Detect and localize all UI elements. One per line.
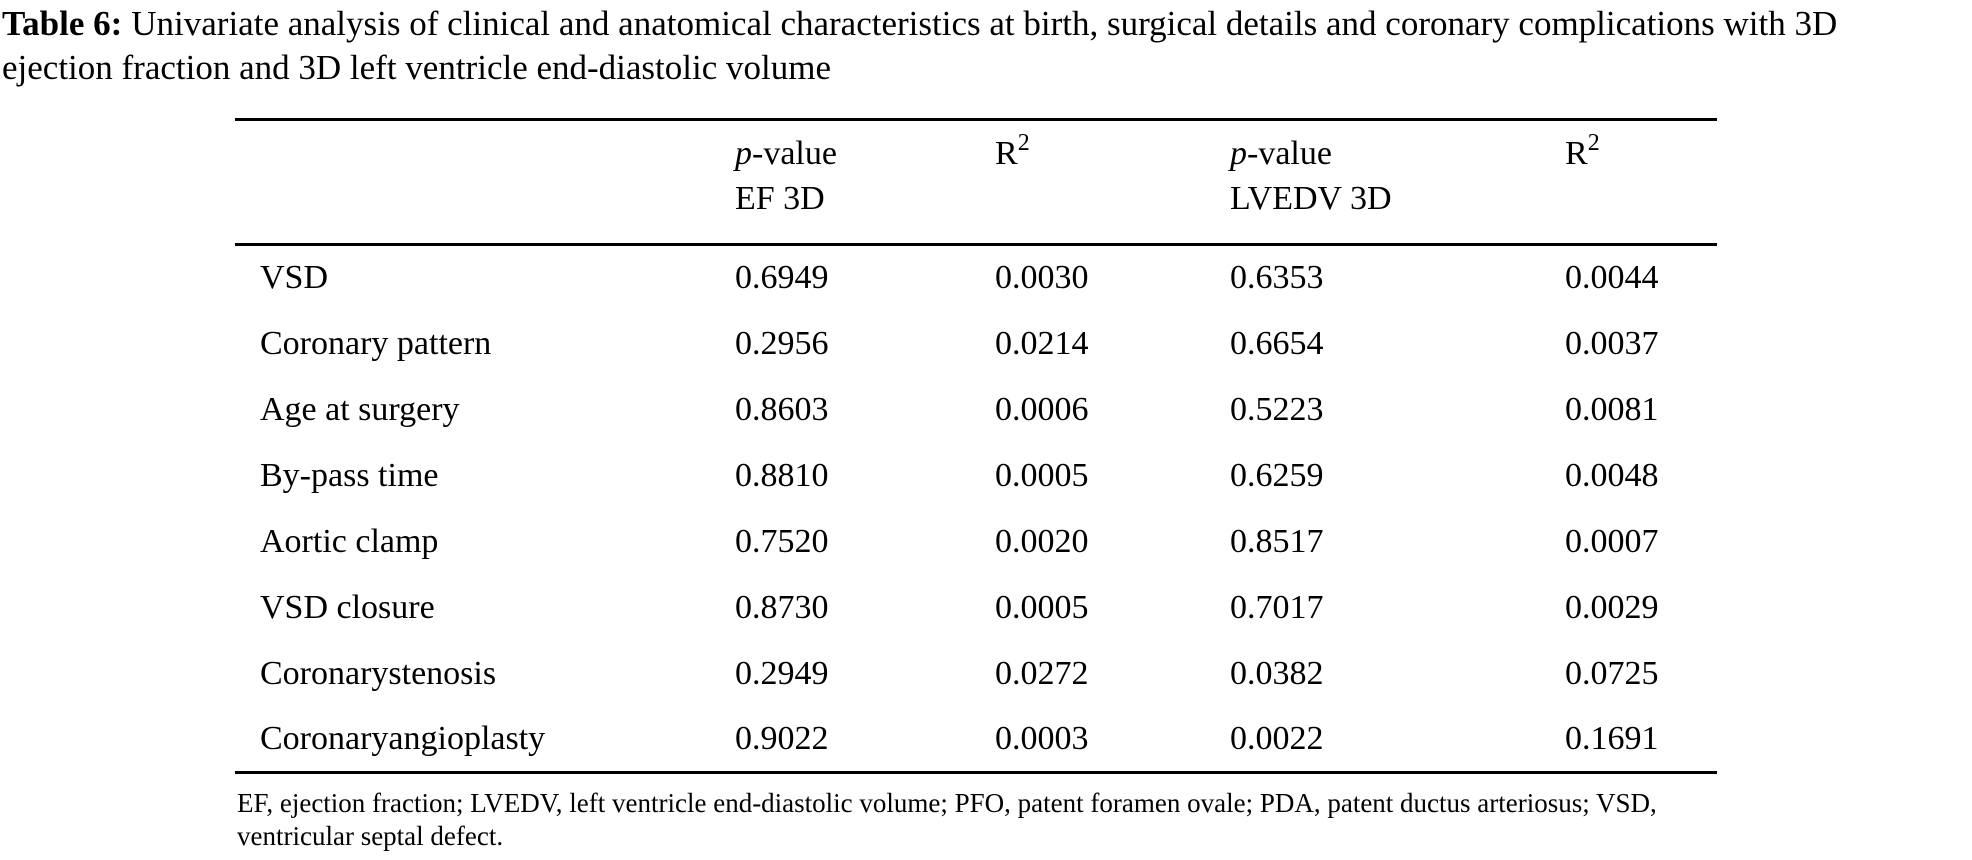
value-cell: 0.6654: [1230, 324, 1324, 362]
header-r2-ef3d: R2: [995, 119, 1230, 246]
header-pvalue-lvedv3d: p-value LVEDV 3D: [1230, 119, 1565, 246]
table-row: VSD 0.6949 0.0030 0.6353 0.0044: [235, 245, 1717, 311]
value-cell: 0.0037: [1565, 324, 1659, 362]
value-cell: 0.0003: [995, 719, 1089, 757]
table-row: Coronarystenosis 0.2949 0.0272 0.0382 0.…: [235, 641, 1717, 707]
table-caption: Table 6: Univariate analysis of clinical …: [2, 2, 1914, 90]
table-caption-text: Univariate analysis of clinical and anat…: [2, 4, 1838, 87]
table-row: VSD closure 0.8730 0.0005 0.7017 0.0029: [235, 575, 1717, 641]
value-cell: 0.0007: [1565, 522, 1659, 560]
pvalue-p-label: p: [735, 135, 752, 172]
row-label: By-pass time: [260, 456, 439, 494]
row-label: Coronary pattern: [260, 324, 492, 362]
ef3d-label: EF 3D: [735, 180, 825, 217]
value-cell: 0.8730: [735, 588, 829, 626]
row-label: Aortic clamp: [260, 522, 439, 560]
table-row: Aortic clamp 0.7520 0.0020 0.8517 0.0007: [235, 509, 1717, 575]
value-cell: 0.0022: [1230, 719, 1324, 757]
header-r2-lvedv3d: R2: [1565, 119, 1717, 246]
value-cell: 0.0048: [1565, 456, 1659, 494]
header-row: p-value EF 3D R2 p-value LVEDV 3D R2: [235, 119, 1717, 246]
value-cell: 0.0005: [995, 456, 1089, 494]
value-cell: 0.0005: [995, 588, 1089, 626]
r2-superscript: 2: [1017, 130, 1030, 156]
value-cell: 0.7017: [1230, 588, 1324, 626]
table-row: By-pass time 0.8810 0.0005 0.6259 0.0048: [235, 443, 1717, 509]
value-cell: 0.0382: [1230, 654, 1324, 692]
footnote: EF, ejection fraction; LVEDV, left ventr…: [237, 788, 1657, 851]
header-variable-column: [235, 119, 735, 246]
value-cell: 0.0006: [995, 390, 1089, 428]
value-cell: 0.8517: [1230, 522, 1324, 560]
lvedv3d-label: LVEDV 3D: [1230, 180, 1392, 217]
value-cell: 0.2956: [735, 324, 829, 362]
r2-superscript: 2: [1587, 130, 1600, 156]
header-pvalue-ef3d: p-value EF 3D: [735, 119, 995, 246]
table-row: Age at surgery 0.8603 0.0006 0.5223 0.00…: [235, 377, 1717, 443]
row-label: Coronarystenosis: [260, 654, 497, 692]
r-label: R: [1565, 135, 1588, 172]
r-label: R: [995, 135, 1018, 172]
pvalue-suffix-label: -value: [1247, 135, 1332, 172]
results-table: p-value EF 3D R2 p-value LVEDV 3D R2 VSD 0…: [235, 118, 1717, 774]
pvalue-suffix-label: -value: [752, 135, 837, 172]
value-cell: 0.8603: [735, 390, 829, 428]
pvalue-p-label: p: [1230, 135, 1247, 172]
value-cell: 0.6949: [735, 259, 829, 297]
value-cell: 0.6353: [1230, 259, 1324, 297]
value-cell: 0.0030: [995, 259, 1089, 297]
value-cell: 0.0044: [1565, 259, 1659, 297]
value-cell: 0.9022: [735, 719, 829, 757]
value-cell: 0.0214: [995, 324, 1089, 362]
value-cell: 0.1691: [1565, 719, 1659, 757]
row-label: VSD: [260, 259, 329, 297]
value-cell: 0.2949: [735, 654, 829, 692]
row-label: Age at surgery: [260, 390, 460, 428]
row-label: VSD closure: [260, 588, 435, 626]
value-cell: 0.7520: [735, 522, 829, 560]
table-caption-label: Table 6:: [2, 4, 123, 43]
value-cell: 0.0029: [1565, 588, 1659, 626]
value-cell: 0.0725: [1565, 654, 1659, 692]
value-cell: 0.0020: [995, 522, 1089, 560]
value-cell: 0.6259: [1230, 456, 1324, 494]
value-cell: 0.5223: [1230, 390, 1324, 428]
table-row: Coronaryangioplasty 0.9022 0.0003 0.0022…: [235, 707, 1717, 773]
row-label: Coronaryangioplasty: [260, 719, 546, 757]
value-cell: 0.0272: [995, 654, 1089, 692]
results-table-container: p-value EF 3D R2 p-value LVEDV 3D R2 VSD 0…: [235, 118, 1717, 774]
value-cell: 0.0081: [1565, 390, 1659, 428]
table-row: Coronary pattern 0.2956 0.0214 0.6654 0.…: [235, 311, 1717, 377]
value-cell: 0.8810: [735, 456, 829, 494]
